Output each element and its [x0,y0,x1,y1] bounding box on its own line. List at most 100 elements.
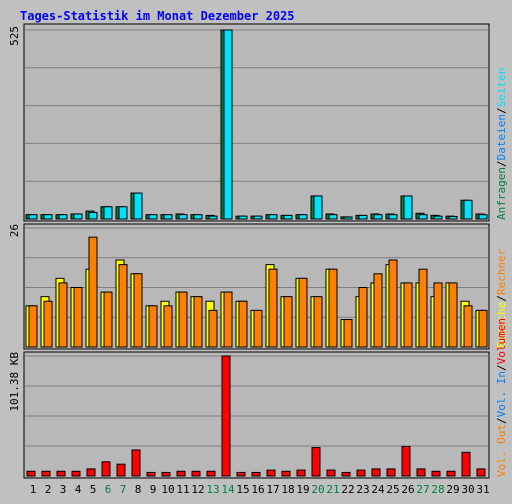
legend-separator: / [495,417,508,424]
sites-bar [448,282,458,348]
legend-entry: Anfragen [495,167,508,220]
kbytes-bar [356,469,366,477]
x-tick-label: 1 [30,483,37,496]
pages-bar [463,199,473,220]
x-tick-label: 3 [60,483,67,496]
x-tick-label: 2 [45,483,52,496]
pages-bar [433,215,443,220]
pages-bar [253,215,263,220]
legend-panel-2: Besuche/Rechner [495,248,508,348]
pages-bar [328,214,338,220]
legend-entry: Vol. In [495,371,508,417]
pages-bar [268,214,278,220]
x-axis-labels: 1 2 3 4 5 6 7 8 9 10 11 12 13 14 15 16 17 18 19 20 21 22 23 24 2… [30,483,490,496]
x-tick-label: 9 [150,483,157,496]
x-tick-label: 28 [431,483,444,496]
sites-bar [403,282,413,348]
sites-bar [103,291,113,348]
x-tick-label: 15 [236,483,249,496]
kbytes-bar [266,469,276,477]
kbytes-bar [326,469,336,477]
kbytes-bar [311,447,321,477]
sites-bar [43,300,53,348]
x-tick-label: 7 [120,483,127,496]
kbytes-bar [416,468,426,477]
legend-entry: Seiten [495,68,508,108]
kbytes-bar [461,451,471,477]
legend-entry: Volumen [495,318,508,364]
pages-bar [178,214,188,220]
pages-bar [283,214,293,220]
pages-bar [388,214,398,220]
x-tick-label: 4 [75,483,82,496]
sites-bar [313,296,323,348]
pages-bar [73,213,83,220]
sites-bar [148,305,158,348]
x-tick-label: 27 [416,483,429,496]
kbytes-bar [116,463,126,477]
sites-bar [418,268,428,348]
kbytes-bar [56,470,66,477]
pages-bar [343,216,353,220]
sites-bar [283,296,293,348]
legend-entry: Rechner [495,248,508,295]
x-tick-label: 25 [386,483,399,496]
x-tick-label: 31 [476,483,489,496]
x-tick-label: 20 [311,483,324,496]
kbytes-bar [41,470,51,477]
sites-bar [28,305,38,348]
panels-group: 525 26 101.38 KB [8,23,490,479]
panel-3-ymax-label: 101.38 KB [8,352,21,412]
sites-bar [328,268,338,348]
sites-bar [253,309,263,348]
sites-bar [268,268,278,348]
sites-bar [73,287,83,348]
pages-bar [28,214,38,220]
x-tick-label: 21 [326,483,339,496]
kbytes-bar [401,445,411,477]
x-tick-label: 10 [161,483,174,496]
pages-bar [148,214,158,220]
kbytes-bar [26,470,36,477]
x-tick-label: 19 [296,483,309,496]
sites-bar [208,309,218,348]
pages-bar [208,215,218,220]
x-tick-label: 18 [281,483,294,496]
panel-1-frame [23,23,490,222]
sites-bar [463,305,473,348]
sites-bar [163,305,173,348]
kbytes-bar [206,470,216,477]
kbytes-bar [371,468,381,477]
legend-panel-3: Vol. Out/Vol. In/Volumen [495,318,508,477]
x-tick-label: 5 [90,483,97,496]
kbytes-bar [236,471,246,477]
sites-bar [358,287,368,348]
x-tick-label: 17 [266,483,279,496]
sites-bar [373,273,383,348]
panel-1-ymax-label: 525 [8,26,21,46]
sites-bar [343,319,353,348]
kbytes-bar [341,471,351,477]
x-tick-label: 11 [176,483,189,496]
sites-bar [58,282,68,348]
pages-bar [313,195,323,220]
x-tick-label: 12 [191,483,204,496]
legend-separator: / [495,160,508,167]
kbytes-bar [161,471,171,477]
kbytes-bar [281,470,291,477]
kbytes-bar [86,468,96,477]
legend-panel-1: Anfragen/Dateien/Seiten [495,68,508,220]
right-legend: Anfragen/Dateien/SeitenBesuche/RechnerVo… [495,68,508,477]
sites-bar [433,282,443,348]
sites-bar [133,273,143,348]
panel-2-ymax-label: 26 [8,224,21,237]
sites-bar [223,291,233,348]
kbytes-bar [251,471,261,477]
kbytes-bar [386,468,396,477]
kbytes-bar [191,470,201,477]
kbytes-bar [101,461,111,477]
pages-bar [448,215,458,220]
pages-bar [223,29,233,220]
